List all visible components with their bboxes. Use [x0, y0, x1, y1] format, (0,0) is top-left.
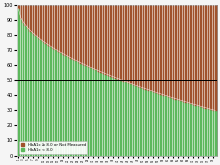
Legend: HbA1c ≥ 8.0 or Not Measured, HbA1c < 8.0: HbA1c ≥ 8.0 or Not Measured, HbA1c < 8.0: [19, 141, 87, 154]
